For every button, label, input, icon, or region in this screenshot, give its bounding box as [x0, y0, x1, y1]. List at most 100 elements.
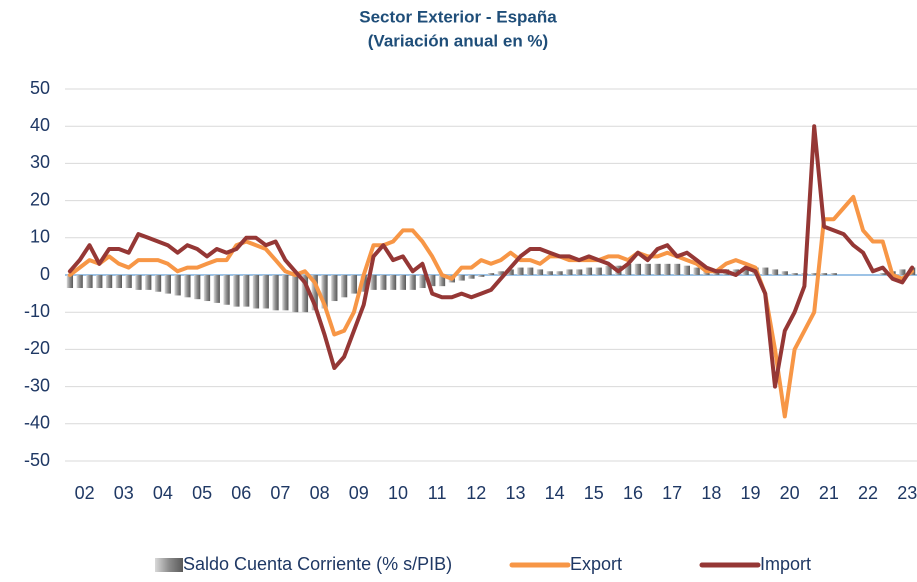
bar [164, 275, 171, 294]
bar [184, 275, 191, 298]
bar [76, 275, 83, 289]
bar [213, 275, 220, 303]
x-tick-label: 21 [819, 483, 839, 503]
bar [487, 273, 495, 275]
bar [350, 275, 358, 294]
y-tick-label: -50 [24, 450, 50, 470]
bar [438, 275, 446, 287]
bar [154, 275, 162, 292]
x-tick-label: 09 [349, 483, 369, 503]
bar [243, 275, 250, 307]
bar [360, 275, 367, 292]
bar [203, 275, 211, 302]
bar [899, 269, 906, 275]
bar [811, 273, 818, 275]
x-tick-label: 14 [545, 483, 565, 503]
bar [585, 267, 593, 275]
bar [517, 267, 524, 275]
bar [66, 275, 74, 289]
y-tick-label: -10 [24, 301, 50, 321]
bar [654, 263, 661, 275]
bar [340, 275, 348, 298]
bar [830, 273, 837, 275]
bar [321, 275, 328, 309]
bar [419, 275, 426, 289]
x-tick-label: 11 [428, 483, 447, 503]
x-tick-label: 05 [192, 483, 212, 503]
bar [497, 271, 504, 275]
bar [546, 271, 553, 275]
bar [644, 263, 651, 275]
x-tick-label: 19 [741, 483, 761, 503]
x-tick-label: 15 [584, 483, 604, 503]
x-tick-label: 17 [662, 483, 682, 503]
x-tick-label: 06 [231, 483, 251, 503]
bar [693, 267, 700, 275]
bar [595, 267, 602, 275]
bar [125, 275, 132, 289]
legend-swatch [155, 558, 183, 572]
bar [634, 263, 642, 275]
bar [624, 263, 632, 275]
x-tick-label: 23 [897, 483, 917, 503]
bar [771, 269, 779, 275]
bar [664, 263, 671, 275]
chart-title: Sector Exterior - España [359, 7, 557, 26]
bar [301, 275, 309, 313]
bar [135, 275, 142, 290]
bar [536, 269, 544, 275]
bar [458, 275, 465, 281]
x-tick-label: 02 [75, 483, 95, 503]
bar [429, 275, 436, 287]
bar [174, 275, 181, 296]
bar [145, 275, 152, 290]
y-tick-label: -30 [24, 375, 50, 395]
bar [311, 275, 318, 311]
bar [527, 267, 534, 275]
bar [370, 275, 377, 290]
bar [478, 275, 485, 277]
bar [399, 275, 406, 290]
line [67, 194, 915, 419]
bar [115, 275, 122, 289]
x-tick-label: 13 [505, 483, 525, 503]
legend-label: Import [760, 554, 811, 574]
bar [781, 271, 788, 275]
y-tick-label: -20 [24, 338, 50, 358]
bar [282, 275, 289, 311]
bar [331, 275, 338, 302]
bar [262, 275, 269, 309]
x-tick-label: 03 [114, 483, 134, 503]
x-tick-label: 12 [466, 483, 486, 503]
bar [272, 275, 279, 311]
bar [223, 275, 230, 305]
x-tick-label: 16 [623, 483, 643, 503]
bar [732, 269, 739, 275]
bar [556, 271, 563, 275]
bar [292, 275, 299, 313]
y-tick-label: 40 [30, 115, 50, 135]
bar [105, 275, 113, 289]
y-tick-label: -40 [24, 413, 50, 433]
bar [791, 273, 798, 275]
x-tick-label: 20 [780, 483, 800, 503]
bar [762, 267, 769, 275]
bar [252, 275, 260, 309]
bar [576, 269, 583, 275]
bar [389, 275, 397, 290]
line [67, 124, 915, 389]
x-tick-label: 10 [388, 483, 408, 503]
bar [673, 263, 681, 275]
y-tick-label: 50 [30, 78, 50, 98]
x-tick-label: 07 [270, 483, 290, 503]
bar [233, 275, 240, 307]
x-tick-label: 22 [858, 483, 878, 503]
bar [566, 269, 573, 275]
bar [820, 273, 828, 275]
legend-label: Export [570, 554, 622, 574]
x-tick-label: 18 [701, 483, 721, 503]
bar [468, 275, 475, 279]
bar [605, 265, 612, 275]
bar [683, 265, 690, 275]
